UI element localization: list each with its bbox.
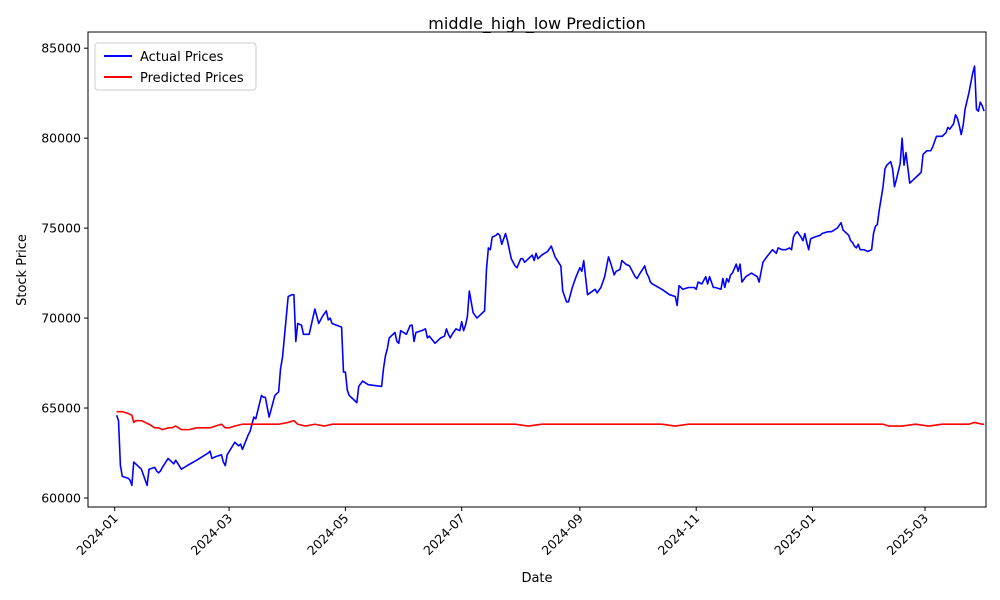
legend: Actual Prices Predicted Prices: [94, 42, 257, 91]
y-tick-label: 65000: [41, 401, 81, 416]
legend-actual-label: Actual Prices: [140, 50, 224, 65]
legend-predicted-label: Predicted Prices: [140, 71, 244, 86]
chart-title: middle_high_low Prediction: [428, 14, 645, 34]
series-line-actual-prices: [115, 65, 985, 487]
y-axis-label: Stock Price: [15, 234, 30, 306]
plot-frame: [87, 31, 987, 508]
y-tick-label: 80000: [41, 131, 81, 146]
series-line-predicted-prices: [116, 410, 985, 431]
plot-area: [87, 31, 987, 508]
y-tick-label: 75000: [41, 221, 81, 236]
x-axis-label: Date: [521, 571, 552, 586]
series-layer: [115, 65, 985, 487]
legend-box: [94, 42, 257, 91]
y-axis: 60000 65000 70000 75000 80000 85000: [41, 41, 88, 506]
y-tick-label: 70000: [41, 311, 81, 326]
y-tick-label: 60000: [41, 491, 81, 506]
y-tick-label: 85000: [41, 41, 81, 56]
